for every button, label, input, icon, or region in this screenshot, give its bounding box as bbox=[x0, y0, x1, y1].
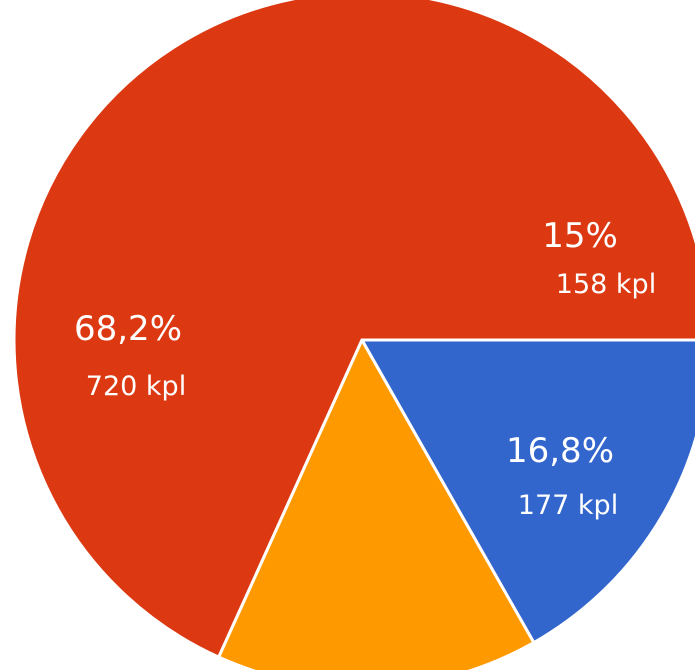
slice-percent-label-1: 15% bbox=[542, 216, 618, 256]
pie-slice-2 bbox=[360, 338, 695, 645]
pie-slices bbox=[12, 0, 695, 670]
slice-count-label-0: 720 kpl bbox=[86, 371, 186, 402]
pie-slice-0 bbox=[12, 0, 695, 659]
slice-percent-label-2: 16,8% bbox=[506, 431, 614, 471]
slice-percent-label-0: 68,2% bbox=[74, 309, 182, 349]
slice-count-label-1: 158 kpl bbox=[556, 269, 656, 300]
slice-count-label-2: 177 kpl bbox=[518, 490, 618, 521]
pie-labels: 68,2% 720 kpl 15% 158 kpl 16,8% 177 kpl bbox=[74, 216, 656, 521]
